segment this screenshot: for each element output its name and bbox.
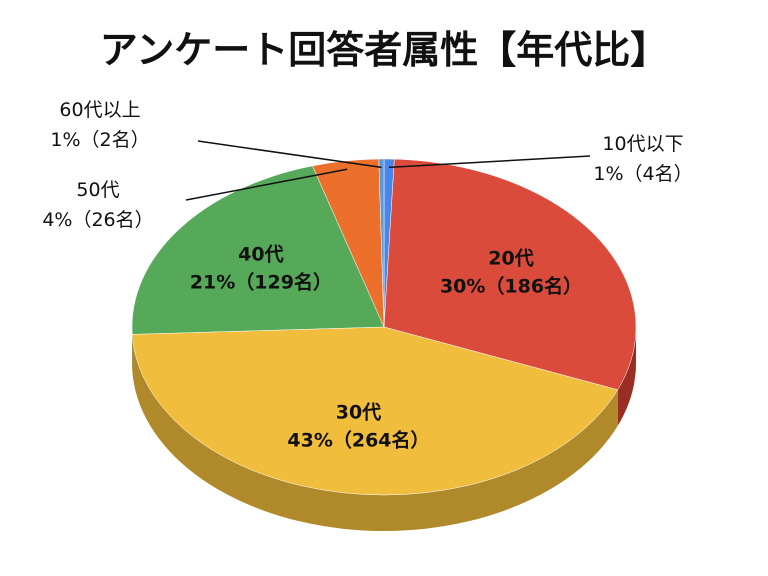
leader-lines-group <box>185 140 591 201</box>
data-label: 4%（26名） <box>42 209 153 231</box>
data-label: 30代 <box>336 401 381 423</box>
pie-slice <box>131 326 619 496</box>
data-label: 40代 <box>238 243 283 265</box>
data-label: 1%（2名） <box>50 129 149 151</box>
chart-title: アンケート回答者属性【年代比】 <box>100 28 668 72</box>
pie-slice <box>131 165 385 335</box>
data-label: 1%（4名） <box>593 163 692 185</box>
pie-slice <box>383 158 637 391</box>
data-labels-group: 10代以下 1%（4名） 20代 30%（186名） 30代 43%（264名） 40代 21… <box>42 99 692 451</box>
pie-slice-side <box>617 327 636 426</box>
pie-depth-group <box>132 327 636 531</box>
data-label: 43%（264名） <box>287 428 429 451</box>
data-label: 30%（186名） <box>440 274 582 297</box>
data-label: 60代以上 <box>59 99 140 121</box>
pie-slice <box>378 158 385 328</box>
data-label: 50代 <box>76 179 119 201</box>
leader-line <box>197 140 382 169</box>
pie-slices-group <box>131 158 637 496</box>
data-label: 20代 <box>488 247 533 269</box>
data-label: 21%（129名） <box>190 270 332 293</box>
pie-slice-side <box>132 334 618 531</box>
leader-line <box>388 155 591 169</box>
leader-line <box>185 168 348 201</box>
data-label: 10代以下 <box>602 133 683 155</box>
